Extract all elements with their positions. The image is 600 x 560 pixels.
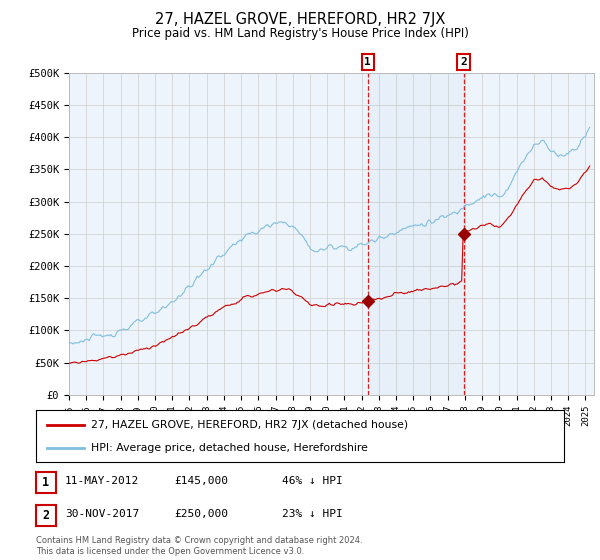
Text: 2: 2 xyxy=(43,509,49,522)
Text: 1: 1 xyxy=(364,57,371,67)
Text: 2: 2 xyxy=(460,57,467,67)
Text: £250,000: £250,000 xyxy=(174,510,228,520)
Text: 27, HAZEL GROVE, HEREFORD, HR2 7JX: 27, HAZEL GROVE, HEREFORD, HR2 7JX xyxy=(155,12,445,27)
Text: 46% ↓ HPI: 46% ↓ HPI xyxy=(282,476,343,486)
Text: 30-NOV-2017: 30-NOV-2017 xyxy=(65,510,139,520)
Text: 23% ↓ HPI: 23% ↓ HPI xyxy=(282,510,343,520)
Bar xyxy=(368,73,464,395)
Text: 27, HAZEL GROVE, HEREFORD, HR2 7JX (detached house): 27, HAZEL GROVE, HEREFORD, HR2 7JX (deta… xyxy=(91,420,409,430)
Text: Contains HM Land Registry data © Crown copyright and database right 2024.
This d: Contains HM Land Registry data © Crown c… xyxy=(36,536,362,556)
Text: £145,000: £145,000 xyxy=(174,476,228,486)
Text: HPI: Average price, detached house, Herefordshire: HPI: Average price, detached house, Here… xyxy=(91,442,368,452)
Text: 11-MAY-2012: 11-MAY-2012 xyxy=(65,476,139,486)
Text: Price paid vs. HM Land Registry's House Price Index (HPI): Price paid vs. HM Land Registry's House … xyxy=(131,27,469,40)
Text: 1: 1 xyxy=(43,475,49,489)
